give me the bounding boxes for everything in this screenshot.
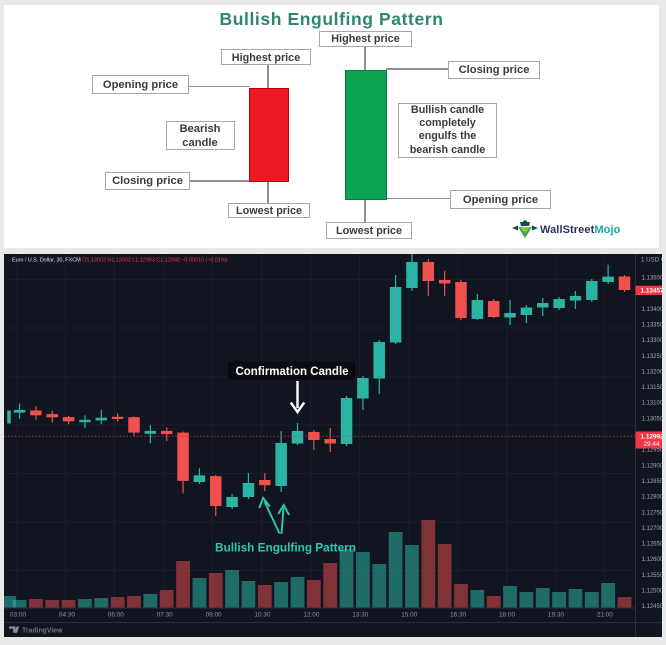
svg-text:06:00: 06:00 bbox=[108, 612, 124, 619]
svg-text:TradingView: TradingView bbox=[22, 628, 63, 635]
svg-text:1.13457: 1.13457 bbox=[641, 288, 663, 295]
svg-text:1.12500: 1.12500 bbox=[642, 589, 663, 595]
svg-text:1.13050: 1.13050 bbox=[642, 416, 663, 422]
svg-text:13:30: 13:30 bbox=[352, 612, 368, 619]
svg-text:1.13150: 1.13150 bbox=[642, 385, 663, 391]
svg-text:1.12450: 1.12450 bbox=[642, 604, 663, 610]
svg-text:1.12650: 1.12650 bbox=[642, 542, 663, 548]
svg-text:Confirmation Candle: Confirmation Candle bbox=[235, 366, 348, 378]
svg-text:16:30: 16:30 bbox=[450, 612, 466, 619]
svg-text:10:30: 10:30 bbox=[255, 612, 271, 619]
svg-text:1.12900: 1.12900 bbox=[642, 463, 663, 469]
svg-text:Euro / U.S. Dollar, 30, FXCM O: Euro / U.S. Dollar, 30, FXCM O1.13002 H1… bbox=[12, 257, 228, 263]
svg-text:1.13100: 1.13100 bbox=[642, 401, 663, 407]
svg-text:1.13500: 1.13500 bbox=[642, 276, 663, 282]
svg-text:21:00: 21:00 bbox=[597, 612, 613, 619]
svg-text:1 USD 0: 1 USD 0 bbox=[641, 256, 662, 263]
svg-text:Bullish Engulfing Pattern: Bullish Engulfing Pattern bbox=[215, 541, 356, 555]
svg-text:1.12750: 1.12750 bbox=[642, 510, 663, 516]
svg-text:1.12700: 1.12700 bbox=[642, 526, 663, 532]
svg-text:04:30: 04:30 bbox=[59, 612, 75, 619]
svg-text:1.12550: 1.12550 bbox=[642, 573, 663, 579]
svg-text:1.12992: 1.12992 bbox=[641, 434, 663, 441]
svg-text:1.12800: 1.12800 bbox=[642, 495, 663, 501]
svg-text:03:00: 03:00 bbox=[10, 612, 26, 619]
svg-text:12:00: 12:00 bbox=[303, 612, 319, 619]
svg-text:15:00: 15:00 bbox=[401, 612, 417, 619]
svg-text:19:30: 19:30 bbox=[548, 612, 564, 619]
svg-text:1.12600: 1.12600 bbox=[642, 557, 663, 563]
svg-text:09:00: 09:00 bbox=[206, 612, 222, 619]
svg-text:1.12950: 1.12950 bbox=[642, 448, 663, 454]
svg-text:07:30: 07:30 bbox=[157, 612, 173, 619]
svg-text:1.13400: 1.13400 bbox=[642, 307, 663, 313]
svg-text:18:00: 18:00 bbox=[499, 612, 515, 619]
svg-text:1.13350: 1.13350 bbox=[642, 322, 663, 328]
svg-text:1.12850: 1.12850 bbox=[642, 479, 663, 485]
svg-text:1.13200: 1.13200 bbox=[642, 369, 663, 375]
svg-text:1.13250: 1.13250 bbox=[642, 354, 663, 360]
svg-text:1.13300: 1.13300 bbox=[642, 338, 663, 344]
svg-text:29:44: 29:44 bbox=[644, 441, 660, 448]
